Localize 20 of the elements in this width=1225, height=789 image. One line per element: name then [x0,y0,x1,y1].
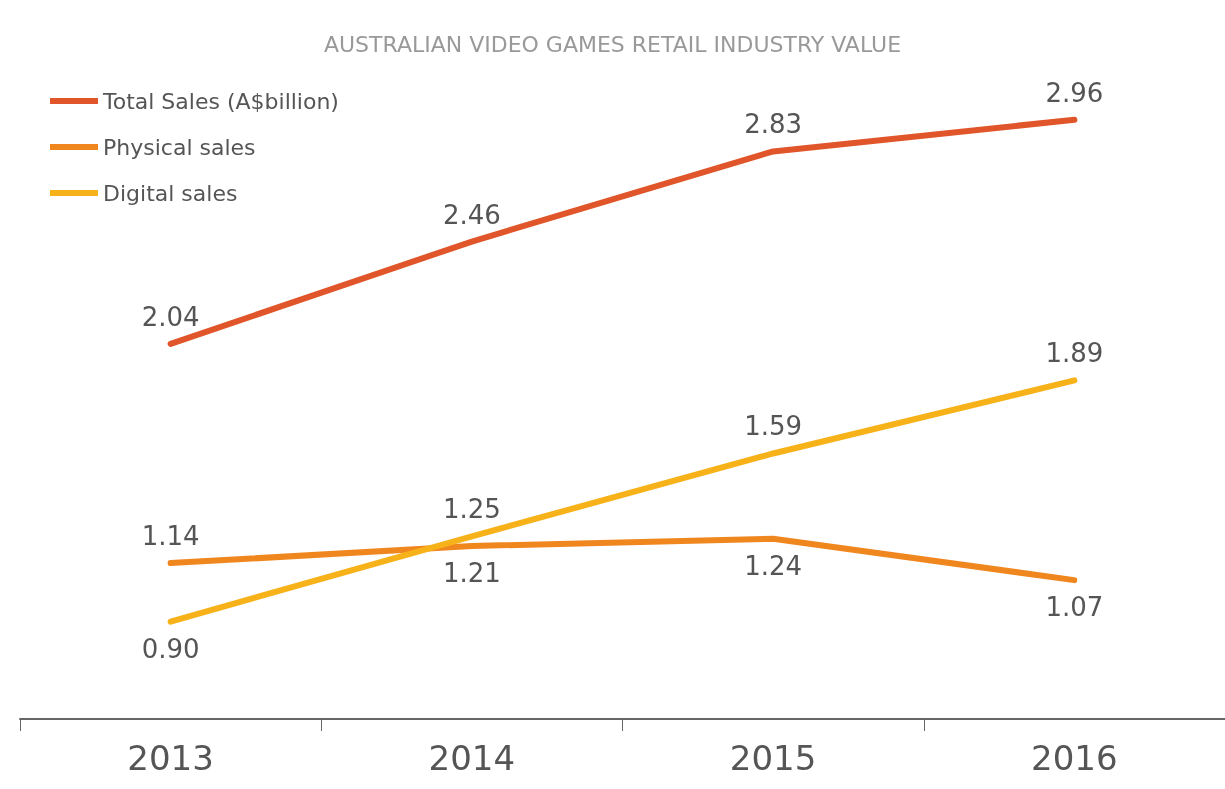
legend-label: Digital sales [103,180,238,206]
chart-title: AUSTRALIAN VIDEO GAMES RETAIL INDUSTRY VALUE [323,31,902,57]
x-tick-label: 2016 [1031,738,1118,778]
data-label: 2.46 [442,199,501,230]
data-label: 2.04 [141,301,200,332]
legend-label: Total Sales (A$billion) [102,88,339,114]
x-tick-label: 2013 [127,738,214,778]
data-label: 0.90 [141,633,200,664]
x-tick-label: 2014 [428,738,516,778]
x-tick-label: 2015 [729,738,817,778]
data-label: 1.59 [744,411,803,442]
legend-label: Physical sales [103,134,256,160]
data-label: 2.83 [744,109,803,140]
data-label: 1.25 [442,494,501,525]
data-label: 1.21 [442,558,501,589]
data-label: 2.96 [1045,77,1104,108]
data-label: 1.14 [141,521,200,552]
data-label: 1.89 [1045,338,1104,369]
data-label: 1.07 [1045,592,1104,623]
data-label: 1.24 [744,550,803,581]
